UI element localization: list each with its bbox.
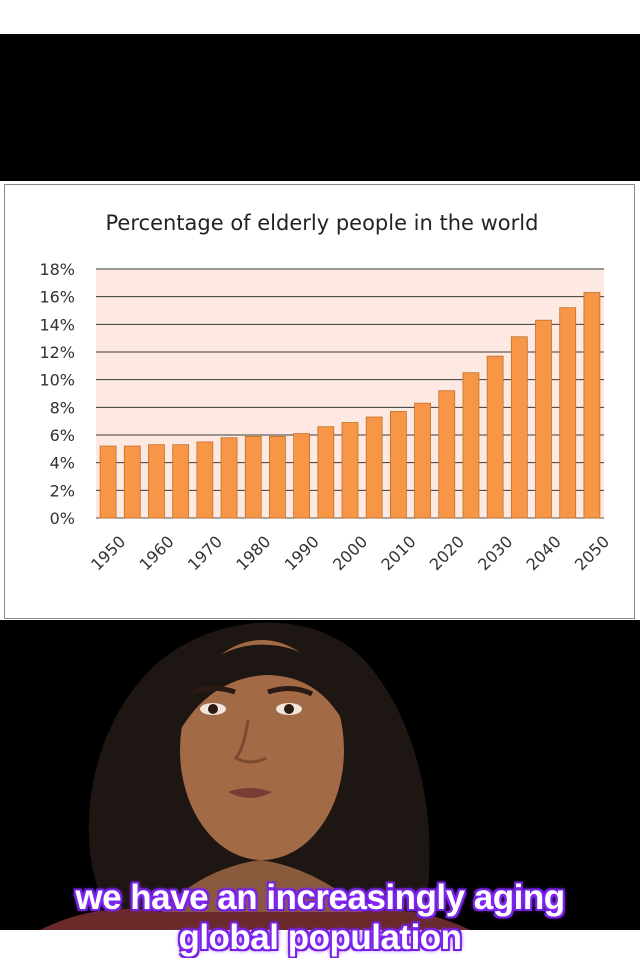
bar-1965 — [172, 444, 190, 519]
x-tick-label: 2030 — [474, 532, 516, 574]
x-tick-label: 2020 — [426, 532, 468, 574]
bar-2035 — [510, 336, 528, 519]
bar-1950 — [99, 445, 117, 519]
bar-2000 — [341, 422, 359, 519]
x-tick-label: 2010 — [377, 532, 419, 574]
chart-panel: Percentage of elderly people in the worl… — [4, 184, 635, 619]
right-pupil — [284, 704, 294, 714]
video-frame — [0, 620, 640, 930]
video-caption: we have an increasingly aging global pop… — [0, 878, 640, 958]
hair-front — [174, 644, 350, 740]
x-tick-label: 1990 — [281, 532, 323, 574]
caption-line-1: we have an increasingly aging — [75, 878, 565, 917]
y-tick-label: 12% — [39, 343, 75, 362]
bar-2015 — [414, 402, 431, 519]
nose — [233, 719, 267, 764]
y-tick-label: 6% — [50, 426, 75, 445]
face — [180, 640, 344, 860]
y-tick-label: 18% — [39, 260, 75, 279]
y-tick-label: 14% — [39, 315, 75, 334]
x-tick-label: 1980 — [232, 532, 274, 574]
bar-2040 — [535, 319, 552, 519]
caption-line-2: global population — [178, 918, 462, 957]
y-tick-label: 8% — [50, 398, 75, 417]
top-margin — [0, 0, 640, 34]
bar-1970 — [196, 441, 214, 519]
bar-1980 — [244, 435, 262, 519]
mouth — [228, 788, 272, 798]
x-tick-label: 2050 — [571, 532, 613, 574]
top-letterbox — [0, 34, 640, 181]
bar-1995 — [317, 426, 335, 519]
left-pupil — [208, 704, 218, 714]
bar-1990 — [293, 433, 311, 519]
x-tick-label: 1950 — [87, 532, 129, 574]
right-eyebrow — [267, 686, 314, 697]
y-tick-label: 0% — [50, 509, 75, 528]
bar-2025 — [462, 372, 480, 519]
speaker-video — [40, 622, 470, 930]
bar-2050 — [583, 292, 601, 519]
bar-1975 — [220, 437, 238, 519]
y-tick-label: 2% — [50, 481, 75, 500]
bar-1985 — [269, 435, 286, 519]
y-tick-label: 4% — [50, 454, 75, 473]
bar-1960 — [148, 444, 165, 519]
shirt — [40, 909, 470, 930]
x-tick-label: 2000 — [329, 532, 371, 574]
chart-title: Percentage of elderly people in the worl… — [106, 211, 539, 235]
x-tick-label: 1970 — [184, 532, 226, 574]
bar-chart: Percentage of elderly people in the worl… — [39, 211, 613, 574]
bar-1955 — [123, 445, 141, 519]
y-tick-label: 10% — [39, 371, 75, 390]
y-tick-label: 16% — [39, 288, 75, 307]
left-eyebrow — [190, 685, 236, 696]
bar-2020 — [438, 390, 456, 519]
bar-2010 — [389, 411, 407, 519]
bar-2005 — [365, 416, 383, 519]
x-tick-label: 1960 — [135, 532, 177, 574]
bar-2030 — [486, 355, 504, 519]
bar-2045 — [559, 307, 577, 519]
x-tick-label: 2040 — [523, 532, 565, 574]
